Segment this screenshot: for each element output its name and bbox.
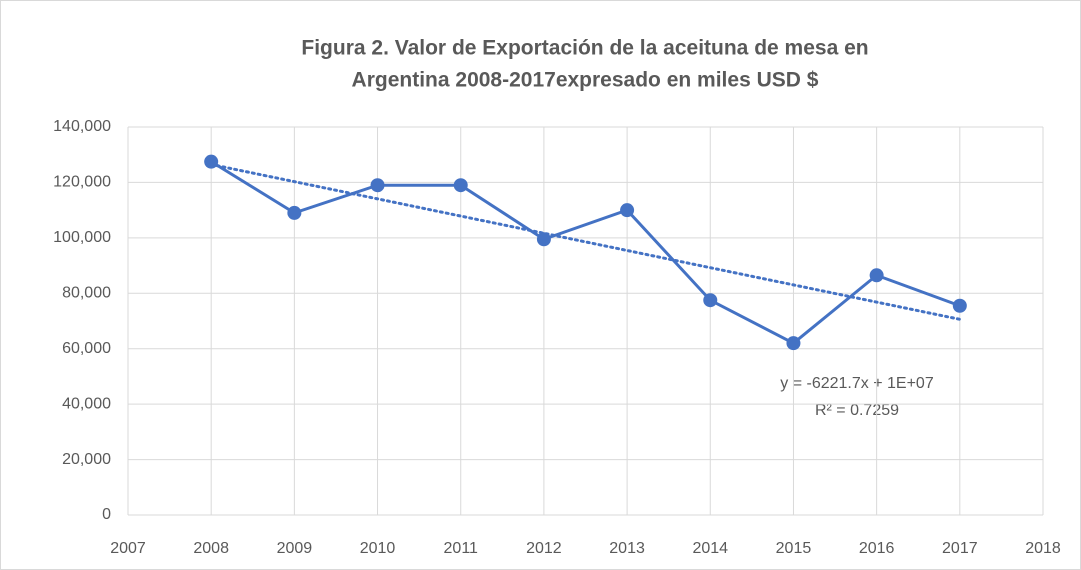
trend-r2: R² = 0.7259 (815, 402, 899, 419)
x-tick-label: 2018 (1025, 540, 1061, 557)
y-tick-label: 60,000 (62, 340, 111, 357)
marker (620, 203, 635, 218)
x-tick-label: 2013 (609, 540, 645, 557)
x-tick-label: 2007 (110, 540, 146, 557)
y-tick-label: 100,000 (53, 229, 111, 246)
trendline (209, 162, 962, 321)
x-tick-label: 2009 (277, 540, 313, 557)
x-tick-label: 2011 (444, 540, 479, 557)
y-tick-label: 80,000 (62, 285, 111, 302)
x-tick-label: 2015 (776, 540, 812, 557)
y-tick-label: 140,000 (53, 118, 111, 135)
y-tick-label: 20,000 (62, 451, 111, 468)
x-tick-label: 2012 (526, 540, 562, 557)
marker (287, 205, 302, 220)
marker (204, 154, 219, 169)
x-tick-label: 2010 (360, 540, 396, 557)
x-tick-label: 2008 (193, 540, 229, 557)
marker (370, 178, 385, 193)
marker (786, 336, 801, 351)
marker (952, 298, 967, 313)
y-tick-label: 120,000 (53, 174, 111, 191)
chart-title: Argentina 2008-2017expresado en miles US… (352, 69, 819, 92)
marker (536, 232, 551, 247)
x-tick-label: 2017 (942, 540, 978, 557)
x-tick-label: 2016 (859, 540, 895, 557)
y-tick-label: 40,000 (62, 395, 111, 412)
x-tick-label: 2014 (692, 540, 728, 557)
trend-equation: y = -6221.7x + 1E+07 (780, 375, 934, 392)
line (210, 160, 961, 345)
chart-title: Figura 2. Valor de Exportación de la ace… (301, 37, 868, 60)
marker (869, 268, 884, 283)
y-tick-label: 0 (102, 506, 111, 523)
marker (453, 178, 468, 193)
marker (703, 293, 718, 308)
